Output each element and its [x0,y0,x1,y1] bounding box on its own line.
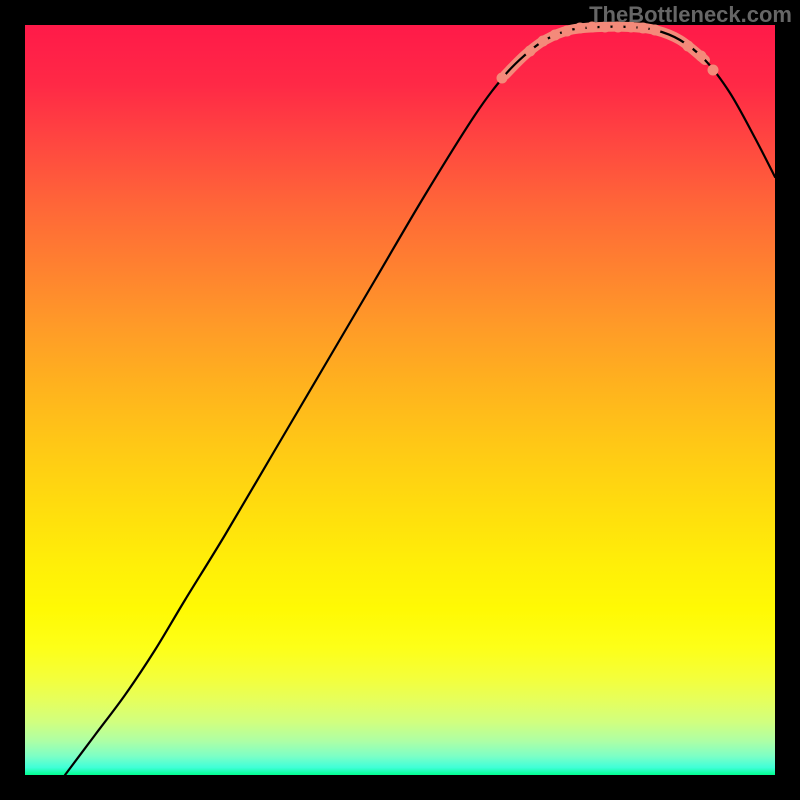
curve-trough-markers [497,22,719,84]
trough-marker [538,36,549,47]
curve-line [65,27,775,775]
trough-marker [525,46,536,57]
trough-marker [550,30,561,41]
trough-marker [708,65,719,76]
watermark-text: TheBottleneck.com [589,2,792,28]
trough-marker [497,73,508,84]
trough-marker [575,23,586,34]
trough-marker [696,51,707,62]
trough-marker [683,41,694,52]
bottleneck-curve-chart [25,25,775,775]
plot-area [25,25,775,775]
trough-marker [562,26,573,37]
